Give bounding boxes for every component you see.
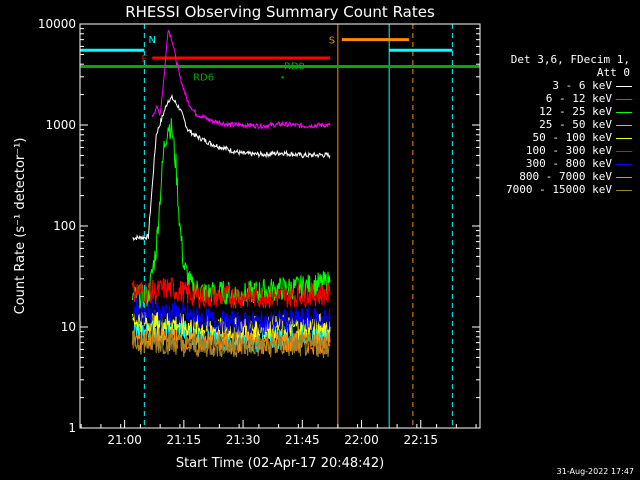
- date-stamp: 31-Aug-2022 17:47: [556, 467, 634, 476]
- x-tick-label-4: 22:00: [344, 433, 379, 447]
- y-tick-label-4: 10000: [38, 17, 76, 31]
- x-axis-label: Start Time (02-Apr-17 20:48:42): [176, 456, 384, 471]
- x-tick-label-2: 21:30: [226, 433, 261, 447]
- y-axis-label: Count Rate (s⁻¹ detector⁻¹): [13, 138, 28, 315]
- annotation-n: N: [149, 35, 156, 46]
- y-tick-label-3: 1000: [45, 118, 76, 132]
- y-tick-label-2: 100: [53, 219, 76, 233]
- x-tick-label-3: 21:45: [285, 433, 320, 447]
- chart-title: RHESSI Observing Summary Count Rates: [125, 3, 435, 21]
- x-tick-label-5: 22:15: [403, 433, 438, 447]
- series-line-4: [132, 309, 331, 341]
- series-line-5: [132, 277, 331, 309]
- annotation-rd6: RD6: [193, 72, 214, 83]
- annotation-rd0: RD0: [284, 61, 305, 72]
- x-tick-label-1: 21:15: [167, 433, 202, 447]
- annotation-s: S: [329, 36, 335, 47]
- series-line-6: [132, 297, 331, 336]
- y-tick-label-1: 10: [61, 320, 76, 334]
- x-tick-label-0: 21:00: [107, 433, 142, 447]
- rd6-marker: [281, 76, 284, 79]
- annotation-f: F: [141, 54, 147, 65]
- series-line-0: [132, 93, 331, 241]
- series-line-8: [132, 329, 331, 358]
- series-line-1: [151, 29, 331, 130]
- series-line-2: [132, 118, 331, 309]
- y-tick-label-0: 1: [68, 421, 76, 435]
